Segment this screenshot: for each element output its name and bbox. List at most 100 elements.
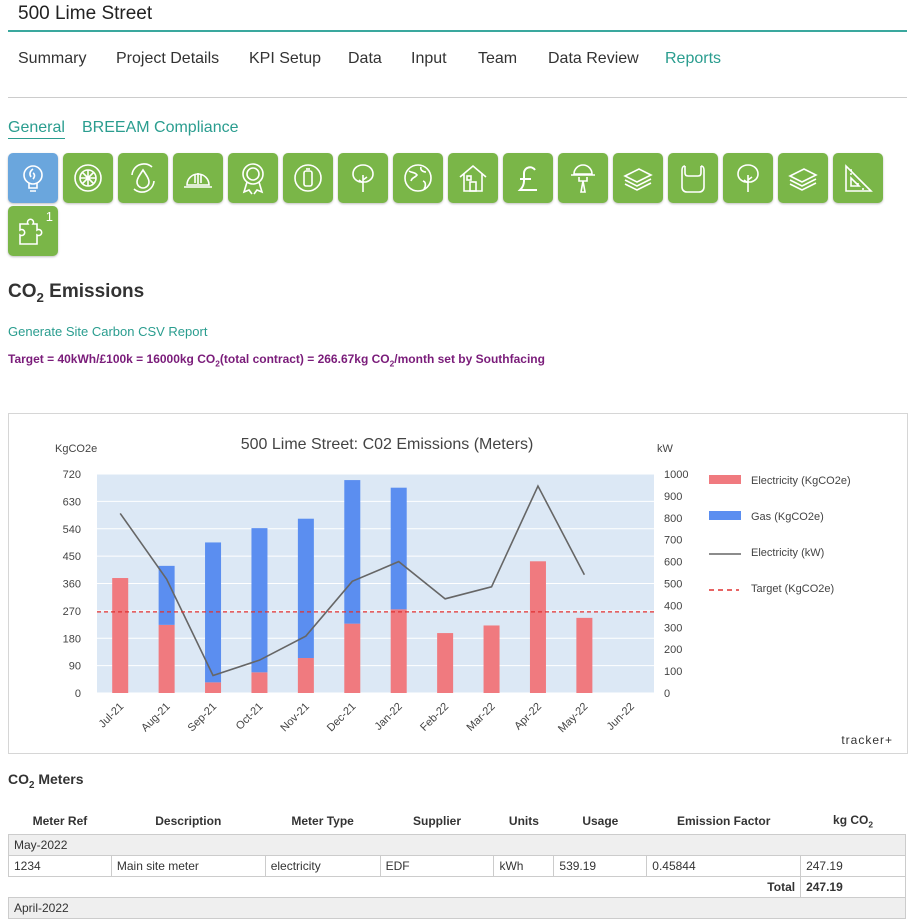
category-transport-button[interactable] — [63, 153, 113, 203]
worker-icon — [571, 164, 595, 193]
pound-icon — [517, 166, 537, 191]
category-biodiversity-button[interactable] — [723, 153, 773, 203]
house-icon — [459, 164, 487, 192]
electricity-bar — [205, 682, 222, 693]
legend-gas-swatch — [709, 511, 741, 520]
usage-cell: 539.19 — [553, 855, 648, 878]
legend-electricity-swatch — [709, 475, 741, 484]
tab-kpi-setup[interactable]: KPI Setup — [249, 50, 322, 67]
units-cell: kWh — [493, 855, 555, 878]
tracker-watermark: tracker+ — [841, 733, 893, 747]
category-global-button[interactable] — [393, 153, 443, 203]
recycle-icon — [294, 164, 322, 192]
x-axis-tick-label: Mar-22 — [465, 701, 498, 734]
right-axis-tick-label: 400 — [664, 600, 682, 612]
left-axis-tick-label: 450 — [63, 551, 81, 563]
category-safety-button[interactable] — [173, 153, 223, 203]
generate-csv-report-link[interactable]: Generate Site Carbon CSV Report — [8, 324, 208, 339]
category-materials-button[interactable] — [613, 153, 663, 203]
gas-bar — [205, 542, 222, 683]
meters-section-title: CO2 Meters — [8, 771, 84, 791]
x-axis-tick-label: May-22 — [556, 701, 590, 735]
subtab-general[interactable]: General — [8, 119, 65, 139]
left-axis-tick-label: 720 — [63, 469, 81, 481]
total-label: Total — [8, 876, 801, 899]
right-axis-tick-label: 100 — [664, 666, 682, 678]
column-header: Meter Ref — [32, 814, 88, 829]
electricity-bar — [483, 625, 500, 693]
kg-co2-cell: 247.19 — [800, 855, 906, 878]
legend-label: Target (KgCO2e) — [751, 583, 834, 595]
column-header: Supplier — [412, 814, 461, 829]
column-header: Meter Type — [291, 814, 354, 829]
right-axis-tick-label: 0 — [664, 688, 670, 700]
left-axis-tick-label: 0 — [75, 688, 81, 700]
emissions-chart-svg: 0 90 180 270 360 450 540 630 720 0 100 200 300 400 500… — [55, 436, 893, 747]
gas-bar — [251, 528, 268, 673]
electricity-bar — [297, 658, 314, 693]
right-axis-tick-label: 800 — [664, 513, 682, 525]
tab-summary[interactable]: Summary — [18, 50, 87, 67]
legend-label: Electricity (kW) — [751, 547, 824, 559]
gas-bar — [344, 480, 361, 624]
left-axis-tick-label: 630 — [63, 496, 81, 508]
tab-data[interactable]: Data — [348, 50, 382, 67]
x-axis-tick-label: Jan-22 — [373, 701, 405, 733]
group-row-may-2022: May-2022 — [8, 834, 906, 857]
tree-icon — [737, 164, 759, 192]
lightbulb-icon — [23, 165, 43, 192]
tab-team[interactable]: Team — [478, 50, 518, 67]
tab-reports[interactable]: Reports — [665, 50, 722, 67]
category-recycle-button[interactable] — [283, 153, 333, 203]
award-icon — [242, 163, 264, 195]
left-axis-label: KgCO2e — [55, 443, 97, 455]
tree-icon — [352, 164, 374, 192]
chart-title: 500 Lime Street: C02 Emissions (Meters) — [241, 436, 534, 453]
gas-bar — [158, 565, 175, 625]
category-water-button[interactable] — [118, 153, 168, 203]
right-axis-tick-label: 300 — [664, 622, 682, 634]
electricity-bar — [112, 578, 129, 693]
globe-icon — [404, 164, 432, 192]
meters-table: Meter Ref Description Meter Type Supplie… — [8, 808, 906, 919]
category-workforce-button[interactable] — [558, 153, 608, 203]
subtab-breeam-compliance[interactable]: BREEAM Compliance — [82, 119, 239, 136]
electricity-bar — [437, 633, 454, 693]
column-header: Units — [508, 814, 539, 829]
gas-bar — [297, 518, 314, 659]
gas-bar — [390, 487, 407, 610]
tab-project-details[interactable]: Project Details — [116, 50, 220, 67]
electricity-bar — [529, 561, 546, 693]
left-axis-tick-label: 540 — [63, 524, 81, 536]
column-header: Emission Factor — [677, 814, 771, 829]
paper-stack-icon — [788, 168, 818, 191]
target-text: Target = 40kWh/£100k = 16000kg CO2(total… — [8, 352, 545, 369]
tab-data-review[interactable]: Data Review — [548, 50, 639, 67]
group-label: May-2022 — [8, 834, 906, 857]
right-axis-tick-label: 700 — [664, 535, 682, 547]
water-drop-icon — [131, 163, 155, 193]
emission-factor-cell: 0.45844 — [646, 855, 802, 878]
x-axis-tick-label: Jul-21 — [97, 701, 127, 731]
legend-label: Gas (KgCO2e) — [751, 511, 824, 523]
category-cost-button[interactable] — [503, 153, 553, 203]
category-energy-button[interactable] — [8, 153, 58, 203]
category-community-button[interactable] — [448, 153, 498, 203]
table-header-row: Meter Ref Description Meter Type Supplie… — [9, 808, 906, 835]
category-award-button[interactable] — [228, 153, 278, 203]
right-axis-tick-label: 200 — [664, 644, 682, 656]
tab-input[interactable]: Input — [411, 50, 447, 67]
left-axis-tick-label: 360 — [63, 579, 81, 591]
x-axis-tick-label: Oct-21 — [234, 701, 266, 733]
total-value: 247.19 — [800, 876, 906, 899]
puzzle-icon — [19, 218, 43, 245]
electricity-bar — [158, 624, 175, 693]
category-ecology-button[interactable] — [338, 153, 388, 203]
x-axis-tick-label: Sep-21 — [186, 701, 220, 735]
category-waste-button[interactable] — [668, 153, 718, 203]
main-nav: Summary Project Details KPI Setup Data I… — [8, 46, 907, 98]
supplier-cell: EDF — [379, 855, 495, 878]
category-timber-button[interactable] — [778, 153, 828, 203]
category-other-button[interactable]: 1 — [8, 206, 58, 256]
category-design-button[interactable] — [833, 153, 883, 203]
